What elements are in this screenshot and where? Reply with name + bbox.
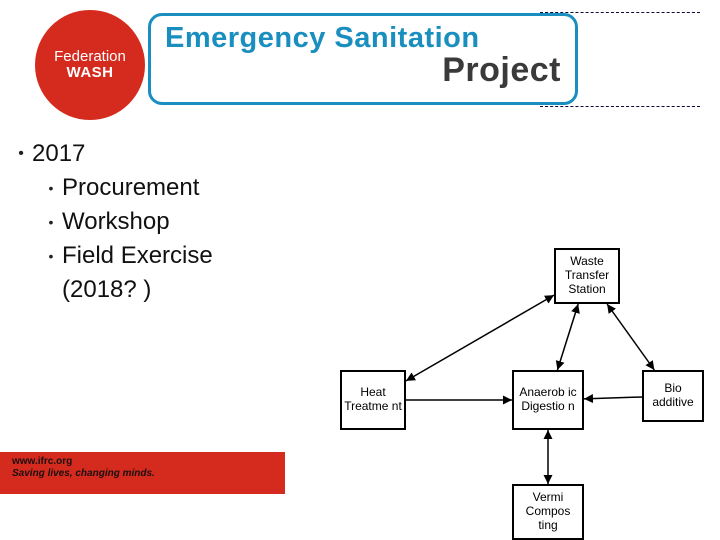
decorative-rule-top — [540, 12, 700, 13]
project-title-box: Emergency Sanitation Project — [148, 13, 578, 105]
flowchart-edges — [296, 140, 720, 540]
footer-tagline: Saving lives, changing minds. — [12, 468, 273, 480]
bullet-item-text: Procurement — [62, 174, 199, 202]
bullet-list: • 2017 • Procurement • Workshop • Field … — [10, 140, 213, 304]
bullet-item: • Field Exercise — [40, 242, 213, 270]
federation-badge: Federation WASH — [35, 10, 145, 120]
bullet-year: • 2017 — [10, 140, 213, 168]
decorative-rule-bottom — [540, 106, 700, 107]
bullet-item-text: Workshop — [62, 208, 170, 236]
footer-url: www.ifrc.org — [12, 456, 273, 468]
bullet-dot: • — [40, 242, 62, 270]
bullet-item-text: Field Exercise — [62, 242, 213, 270]
title-line2: Project — [165, 51, 561, 90]
bullet-dot: • — [40, 174, 62, 202]
badge-line2: WASH — [67, 65, 114, 82]
bullet-item: • Procurement — [40, 174, 213, 202]
flow-node-wts: Waste Transfer Station — [554, 248, 620, 304]
bullet-dot: • — [40, 208, 62, 236]
footer-bar: www.ifrc.org Saving lives, changing mind… — [0, 452, 285, 494]
bullet-item: • Workshop — [40, 208, 213, 236]
process-flowchart: Waste Transfer Station Heat Treatme nt Ana… — [296, 140, 720, 540]
flow-node-vermi: Vermi Compos ting — [512, 484, 584, 540]
flow-node-heat: Heat Treatme nt — [340, 370, 406, 430]
badge-line1: Federation — [54, 49, 126, 66]
bullet-continuation: (2018? ) — [62, 276, 213, 304]
bullet-year-text: 2017 — [32, 140, 85, 168]
bullet-dot: • — [10, 140, 32, 168]
flow-node-anaer: Anaerob ic Digestio n — [512, 370, 584, 430]
flow-node-bio: Bio additive — [642, 370, 704, 422]
